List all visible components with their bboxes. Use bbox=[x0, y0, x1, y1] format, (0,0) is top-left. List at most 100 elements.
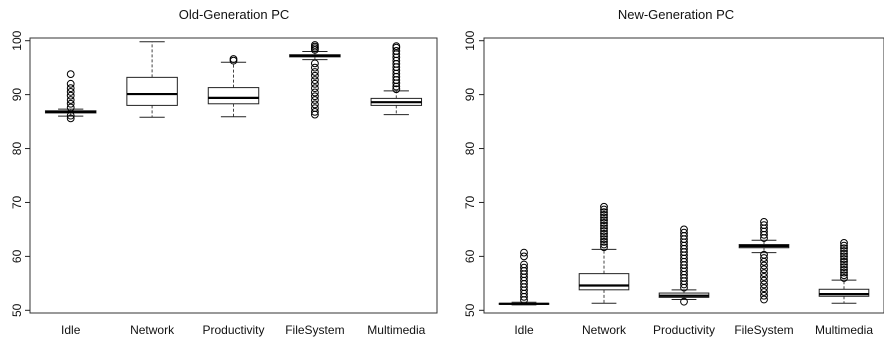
box-network bbox=[578, 202, 630, 304]
outlier-point bbox=[760, 295, 768, 304]
outlier-point bbox=[760, 280, 768, 289]
outlier-point bbox=[760, 254, 768, 262]
outlier-point bbox=[311, 68, 319, 76]
outlier-point bbox=[760, 269, 768, 277]
outlier-point bbox=[760, 217, 768, 226]
outlier-point bbox=[520, 248, 528, 257]
outlier-point bbox=[840, 241, 848, 250]
x-tick-label: Productivity bbox=[653, 323, 715, 337]
outlier-point bbox=[760, 250, 768, 259]
outlier-point bbox=[600, 240, 608, 249]
outlier-point bbox=[311, 107, 319, 116]
y-tick-label: 50 bbox=[10, 303, 24, 317]
outlier-point bbox=[840, 271, 848, 280]
outlier-point bbox=[229, 55, 238, 63]
y-tick-label: 100 bbox=[463, 30, 477, 50]
x-tick-label: Network bbox=[582, 323, 627, 337]
chart-title: New-Generation PC bbox=[618, 7, 734, 22]
outlier-point bbox=[600, 243, 608, 252]
y-tick-label: 80 bbox=[10, 142, 24, 156]
y-tick-label: 60 bbox=[10, 249, 24, 263]
outlier-point bbox=[229, 56, 238, 65]
outlier-point bbox=[600, 237, 608, 246]
chart-title: Old-Generation PC bbox=[179, 7, 290, 22]
outlier-point bbox=[600, 213, 608, 222]
outlier-point bbox=[311, 63, 319, 72]
x-tick-label: FileSystem bbox=[734, 323, 793, 337]
outlier-point bbox=[392, 85, 401, 94]
y-tick-label: 90 bbox=[10, 88, 24, 102]
outlier-point bbox=[600, 202, 608, 211]
outlier-point bbox=[600, 210, 608, 219]
outlier-point bbox=[520, 263, 528, 272]
outlier-point bbox=[760, 284, 768, 293]
outlier-point bbox=[680, 225, 688, 234]
outlier-point bbox=[600, 235, 608, 244]
outlier-point bbox=[600, 219, 608, 227]
y-tick-label: 50 bbox=[463, 303, 477, 317]
outlier-point bbox=[392, 42, 401, 50]
x-tick-label: Idle bbox=[514, 323, 534, 337]
outlier-point bbox=[760, 272, 768, 281]
outlier-point bbox=[680, 228, 688, 237]
outlier-point bbox=[311, 100, 319, 109]
x-tick-label: Network bbox=[130, 323, 175, 337]
box-idle bbox=[44, 70, 97, 123]
box-filesystem bbox=[738, 217, 790, 304]
box-network bbox=[126, 41, 178, 118]
outlier-point bbox=[66, 103, 75, 112]
outlier-point bbox=[520, 252, 528, 261]
outlier-point bbox=[520, 260, 528, 269]
outlier-point bbox=[600, 208, 608, 217]
outlier-point bbox=[840, 263, 848, 272]
x-tick-label: Idle bbox=[61, 323, 81, 337]
outlier-point bbox=[840, 274, 848, 282]
outlier-point bbox=[311, 84, 319, 93]
outlier-point bbox=[66, 114, 75, 123]
y-tick-label: 70 bbox=[10, 195, 24, 209]
box-multimedia bbox=[818, 239, 870, 304]
outlier-point bbox=[840, 260, 848, 269]
outlier-point bbox=[311, 96, 319, 104]
outlier-point bbox=[66, 84, 75, 93]
outlier-point bbox=[760, 291, 768, 300]
outlier-point bbox=[66, 99, 75, 108]
outlier-point bbox=[311, 92, 319, 101]
box-iqr bbox=[126, 76, 178, 106]
outlier-point bbox=[66, 70, 75, 79]
outlier-point bbox=[311, 71, 319, 80]
outlier-point bbox=[600, 216, 608, 225]
outlier-point bbox=[311, 79, 319, 88]
outlier-point bbox=[66, 91, 75, 100]
outlier-point bbox=[760, 221, 768, 230]
outlier-point bbox=[840, 249, 848, 258]
y-tick-label: 60 bbox=[463, 249, 477, 263]
outlier-point bbox=[600, 224, 608, 233]
y-tick-label: 100 bbox=[10, 30, 24, 50]
plot-frame bbox=[29, 37, 438, 314]
outlier-point bbox=[392, 47, 401, 55]
outlier-point bbox=[840, 255, 848, 263]
y-tick-label: 70 bbox=[463, 195, 477, 209]
x-tick-label: Productivity bbox=[202, 323, 264, 337]
outlier-point bbox=[600, 232, 608, 241]
box-iqr bbox=[818, 288, 870, 297]
outlier-point bbox=[66, 111, 75, 120]
box-filesystem bbox=[289, 41, 341, 119]
outlier-point bbox=[66, 96, 75, 104]
outlier-point bbox=[66, 88, 75, 96]
box-iqr bbox=[207, 87, 260, 105]
x-tick-label: Multimedia bbox=[367, 323, 425, 337]
y-tick-label: 90 bbox=[463, 88, 477, 102]
box-productivity bbox=[658, 225, 710, 306]
outlier-point bbox=[311, 76, 319, 84]
plot-frame bbox=[483, 37, 884, 314]
box-productivity bbox=[207, 55, 260, 118]
panel-1: Old-Generation PC 50 60 70 80 90 100 Idle Networ… bbox=[10, 7, 438, 337]
outlier-point bbox=[840, 268, 848, 277]
outlier-point bbox=[680, 297, 688, 306]
box-multimedia bbox=[370, 42, 423, 116]
outlier-point bbox=[760, 265, 768, 274]
outlier-point bbox=[840, 244, 848, 253]
